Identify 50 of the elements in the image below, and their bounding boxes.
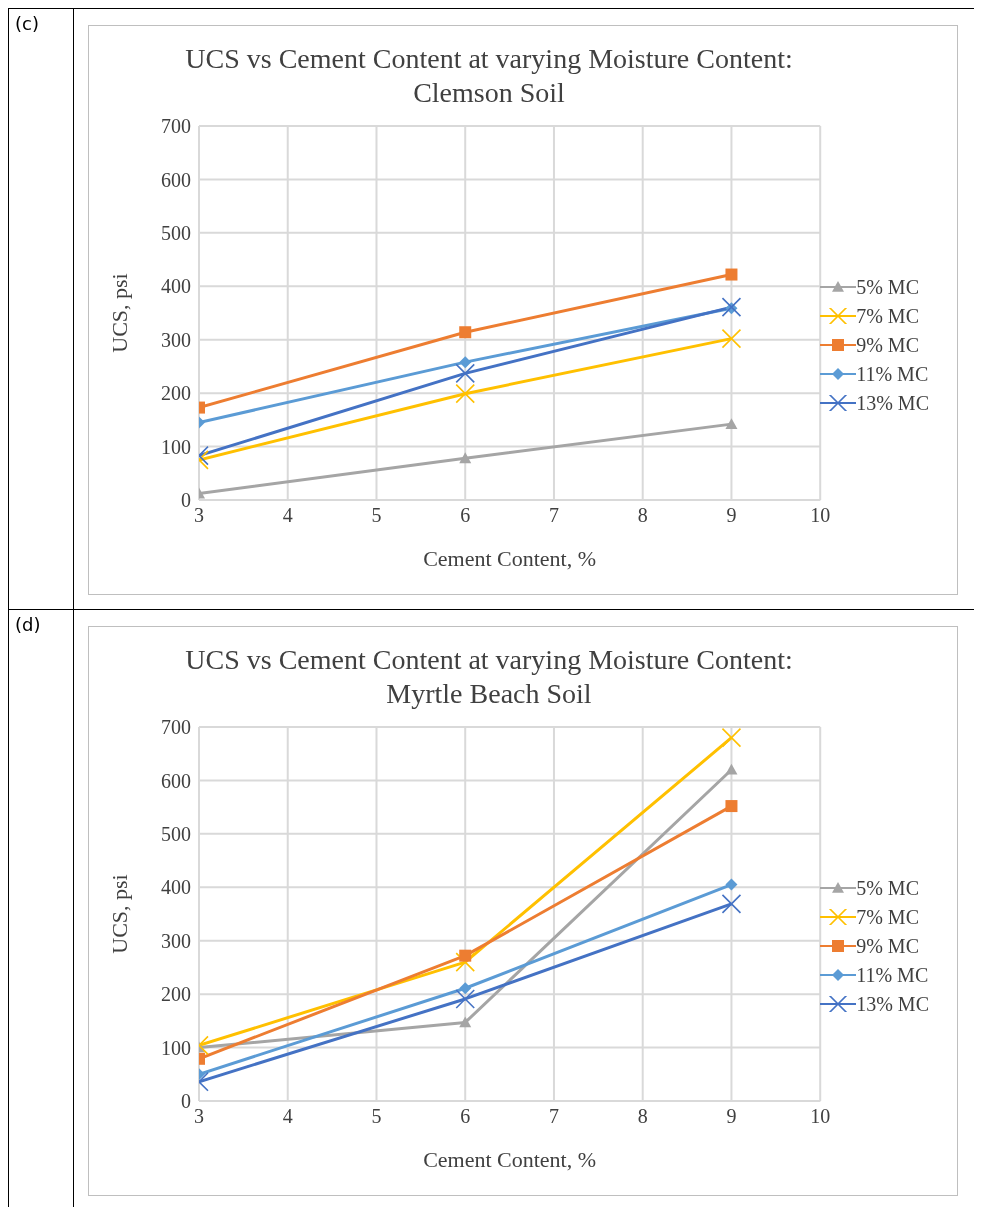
x-tick-label: 5 bbox=[371, 504, 382, 527]
x-tick-label: 7 bbox=[548, 504, 559, 527]
y-tick-label: 300 bbox=[161, 929, 191, 952]
legend-label: 9% MC bbox=[856, 333, 919, 357]
chart-title: UCS vs Cement Content at varying Moisture Content: Myrtle Beach Soil bbox=[184, 643, 794, 711]
legend-label: 13% MC bbox=[856, 992, 929, 1016]
y-tick-label: 500 bbox=[161, 221, 191, 244]
legend-label: 9% MC bbox=[856, 934, 919, 958]
y-tick-label: 200 bbox=[161, 382, 191, 405]
y-axis-title: UCS, psi bbox=[106, 273, 132, 353]
x-tick-label: 9 bbox=[726, 1105, 737, 1128]
x-tick-label: 3 bbox=[194, 1105, 204, 1128]
legend-label: 7% MC bbox=[856, 304, 919, 328]
x-tick-label: 4 bbox=[282, 504, 293, 527]
x-axis-title: Cement Content, % bbox=[423, 1147, 597, 1172]
y-tick-label: 0 bbox=[181, 489, 191, 512]
legend-label: 13% MC bbox=[856, 391, 929, 415]
x-tick-label: 5 bbox=[371, 1105, 382, 1128]
x-tick-label: 6 bbox=[460, 504, 471, 527]
y-tick-label: 100 bbox=[161, 1036, 191, 1059]
y-axis-title: UCS, psi bbox=[106, 874, 132, 954]
y-tick-label: 500 bbox=[161, 822, 191, 845]
y-tick-label: 400 bbox=[161, 876, 191, 899]
x-tick-label: 3 bbox=[194, 504, 204, 527]
text: (d) bbox=[15, 614, 42, 635]
x-tick-label: 6 bbox=[460, 1105, 471, 1128]
y-tick-label: 700 bbox=[161, 716, 191, 739]
x-tick-label: 7 bbox=[548, 1105, 559, 1128]
x-tick-label: 4 bbox=[282, 1105, 293, 1128]
y-tick-label: 700 bbox=[161, 115, 191, 138]
y-tick-label: 100 bbox=[161, 435, 191, 458]
y-tick-label: 200 bbox=[161, 983, 191, 1006]
y-tick-label: 400 bbox=[161, 275, 191, 298]
x-tick-label: 8 bbox=[637, 504, 648, 527]
y-tick-label: 300 bbox=[161, 328, 191, 351]
y-tick-label: 600 bbox=[161, 769, 191, 792]
chart-title: UCS vs Cement Content at varying Moisture Content: Clemson Soil bbox=[184, 42, 794, 110]
legend-label: 5% MC bbox=[856, 876, 919, 900]
x-tick-label: 9 bbox=[726, 504, 737, 527]
legend-label: 11% MC bbox=[856, 963, 929, 987]
x-tick-label: 8 bbox=[637, 1105, 648, 1128]
x-tick-label: 10 bbox=[810, 1105, 831, 1128]
x-tick-label: 10 bbox=[810, 504, 831, 527]
legend-label: 11% MC bbox=[856, 362, 929, 386]
legend-label: 5% MC bbox=[856, 275, 919, 299]
x-axis-title: Cement Content, % bbox=[423, 546, 597, 571]
legend-label: 7% MC bbox=[856, 905, 919, 929]
text: (c) bbox=[15, 13, 40, 34]
y-tick-label: 600 bbox=[161, 168, 191, 191]
y-tick-label: 0 bbox=[181, 1090, 191, 1113]
